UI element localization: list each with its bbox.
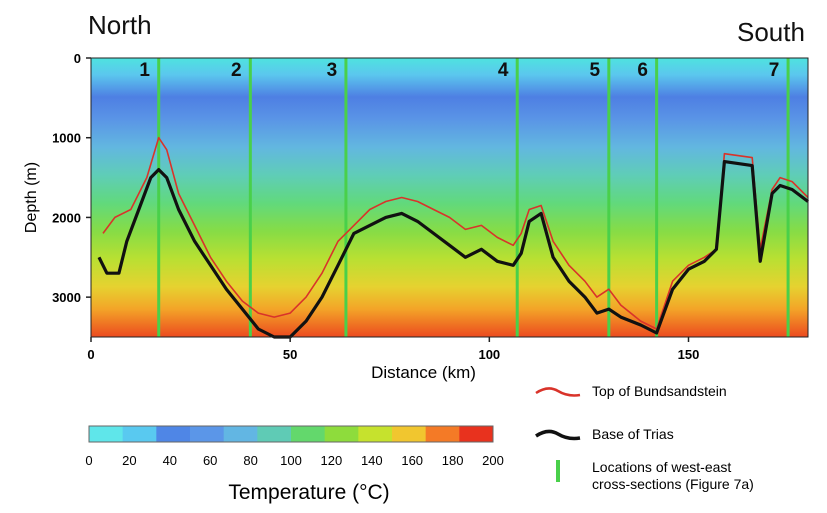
north-label: North	[88, 10, 152, 40]
colorbar-cell	[324, 426, 359, 442]
colorbar-tick-label: 120	[321, 453, 343, 468]
south-label: South	[737, 17, 805, 47]
y-tick-label: 0	[74, 51, 81, 66]
colorbar-cell	[358, 426, 393, 442]
colorbar-tick-label: 0	[85, 453, 92, 468]
colorbar-frame	[88, 425, 494, 443]
legend-label-line2: cross-sections (Figure 7a)	[592, 476, 754, 492]
colorbar-cell	[190, 426, 225, 442]
colorbar-cell	[89, 426, 124, 442]
colorbar-tick-label: 20	[122, 453, 136, 468]
colorbar-tick-label: 100	[280, 453, 302, 468]
x-tick-label: 100	[478, 347, 500, 362]
plot-frame	[90, 57, 809, 338]
colorbar-tick-label: 60	[203, 453, 217, 468]
temperature-field	[91, 58, 808, 337]
legend-swatch-line	[535, 387, 581, 397]
colorbar: 0 20 40 60 80 100 120 140 160 180 200 Temperature (…	[85, 425, 504, 504]
cross-section-label: 6	[637, 60, 648, 81]
x-tick-label: 0	[87, 347, 94, 362]
legend-label: Base of Trias	[592, 426, 674, 442]
colorbar-cell	[459, 426, 494, 442]
legend-label: Top of Bundsandstein	[592, 383, 727, 399]
x-tick-label: 150	[678, 347, 700, 362]
colorbar-tick-label: 80	[243, 453, 257, 468]
colorbar-cell	[291, 426, 326, 442]
colorbar-tick-label: 140	[361, 453, 383, 468]
base-trias-line	[97, 160, 809, 339]
legend-swatch-line	[535, 429, 581, 441]
colorbar-tick-label: 40	[163, 453, 177, 468]
cross-section-label: 2	[231, 60, 242, 81]
x-tick-label: 50	[283, 347, 297, 362]
colorbar-cell	[425, 426, 460, 442]
top-bundsandstein-line	[102, 136, 809, 330]
legend-label-line1: Locations of west-east	[592, 459, 731, 475]
legend: Top of Bundsandstein Base of Trias Locatio…	[535, 383, 754, 492]
colorbar-tick-label: 200	[482, 453, 504, 468]
y-axis-label: Depth (m)	[23, 162, 40, 233]
y-tick-label: 2000	[52, 210, 81, 225]
colorbar-cell	[257, 426, 292, 442]
colorbar-cell	[223, 426, 258, 442]
cross-section-label: 4	[498, 60, 509, 81]
x-axis-label: Distance (km)	[371, 363, 476, 382]
colorbar-cell	[392, 426, 427, 442]
colorbar-tick-label: 160	[401, 453, 423, 468]
cross-section-label: 7	[769, 60, 780, 81]
y-tick-label: 1000	[52, 131, 81, 146]
plot-area: 1 2 3 4 5 6 7	[91, 58, 809, 339]
colorbar-cell	[122, 426, 157, 442]
cross-section-label: 1	[139, 60, 150, 81]
colorbar-tick-label: 180	[442, 453, 464, 468]
legend-swatch-bar	[556, 460, 560, 482]
axes: 0 1000 2000 3000 0 50 100 150 Distance (km) Depth…	[23, 51, 809, 382]
cross-section-label: 5	[590, 60, 601, 81]
cross-section-label: 3	[327, 60, 338, 81]
y-tick-label: 3000	[52, 290, 81, 305]
colorbar-cell	[156, 426, 191, 442]
colorbar-title: Temperature (°C)	[228, 481, 389, 504]
